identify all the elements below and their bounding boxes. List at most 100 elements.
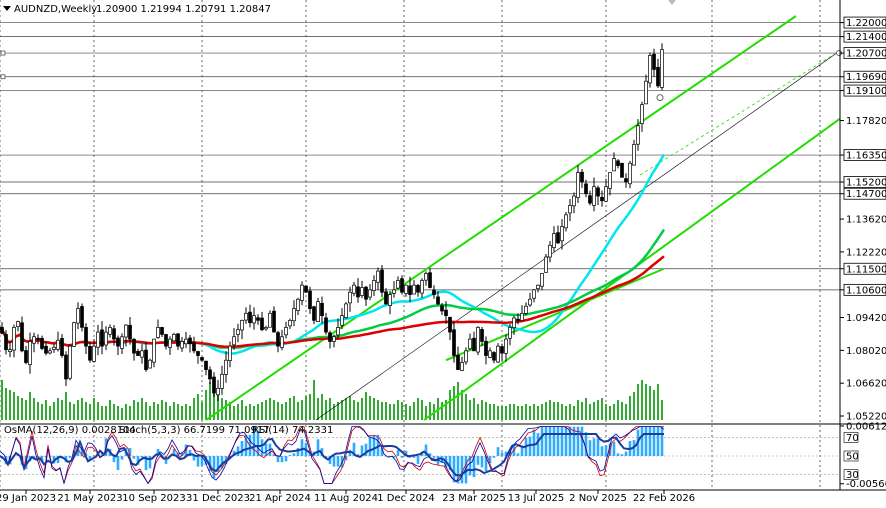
osma-bar <box>164 456 168 464</box>
osma-bar <box>488 456 492 464</box>
volume-bar <box>109 400 111 420</box>
volume-bar <box>273 400 275 420</box>
osma-bar <box>432 456 436 458</box>
volume-bar <box>565 406 567 420</box>
candle-body <box>556 232 560 244</box>
volume-bar <box>449 390 451 420</box>
price-tick-label: 1.08020 <box>846 346 886 357</box>
price-tick-label: 1.10600 <box>846 285 886 296</box>
volume-bar <box>489 404 491 420</box>
candle-body <box>448 316 452 333</box>
osma-bar <box>212 456 216 479</box>
price-tick-label: 1.05220 <box>846 412 886 423</box>
osma-bar <box>456 456 460 484</box>
price-tick-label: 1.11500 <box>846 264 886 275</box>
candle-body <box>248 311 252 324</box>
candle-body <box>144 349 148 370</box>
candle-body <box>68 345 72 379</box>
volume-bar <box>649 386 651 420</box>
volume-bar <box>209 382 211 420</box>
candle-body <box>632 144 636 166</box>
candle-body <box>260 317 264 331</box>
volume-bar <box>69 402 71 420</box>
candle-body <box>444 309 448 317</box>
candle-body <box>316 301 320 322</box>
candle-body <box>440 305 444 312</box>
osma-bar <box>532 429 536 456</box>
median-line <box>315 50 841 421</box>
osma-bar <box>56 456 60 464</box>
candle-body <box>80 306 84 328</box>
volume-bar <box>509 404 511 420</box>
osma-bar <box>428 453 432 456</box>
candle-body <box>8 349 12 352</box>
volume-bar <box>373 398 375 420</box>
level-anchor-marker <box>0 74 6 80</box>
candle-body <box>520 312 524 321</box>
osma-bar <box>144 456 148 471</box>
osma-bar <box>416 456 420 464</box>
candle-body <box>652 53 656 70</box>
volume-bar <box>153 402 155 420</box>
candle-body <box>648 55 652 84</box>
volume-bar <box>493 404 495 420</box>
price-tick-label: 1.09420 <box>846 313 886 324</box>
candle-body <box>600 196 604 202</box>
candle-body <box>24 350 28 363</box>
volume-bar <box>645 384 647 420</box>
candle-body <box>196 351 200 356</box>
price-tick-label: 1.16350 <box>846 151 886 162</box>
candle-body <box>508 327 512 339</box>
volume-bar <box>297 402 299 420</box>
time-tick-label: 21 Apr 2024 <box>249 493 311 504</box>
candle-body <box>104 331 108 346</box>
volume-bar <box>177 404 179 420</box>
candle-body <box>56 339 60 350</box>
volume-bar <box>337 402 339 420</box>
volume-bar <box>357 402 359 420</box>
volume-bar <box>125 404 127 420</box>
osma-bar <box>132 456 136 459</box>
price-label-box <box>843 149 886 161</box>
volume-bar <box>113 404 115 420</box>
volume-bar <box>617 400 619 420</box>
volume-bar <box>137 402 139 420</box>
chart-shift-icon[interactable] <box>668 0 676 5</box>
candle-body <box>576 172 580 198</box>
time-tick-label: 29 Jan 2023 <box>0 493 56 504</box>
osma-bar <box>572 426 576 456</box>
volume-bar <box>365 392 367 420</box>
osma-bar <box>220 456 224 469</box>
price-tick-label: 1.20700 <box>846 49 886 60</box>
candle-body <box>304 285 308 293</box>
volume-bar <box>101 406 103 420</box>
osma-bar <box>468 456 472 476</box>
volume-bar <box>157 404 159 420</box>
osma-bar <box>332 456 336 467</box>
volume-bar <box>541 404 543 420</box>
volume-bar <box>581 402 583 420</box>
candle-body <box>472 337 476 352</box>
volume-bar <box>217 394 219 420</box>
candle-body <box>140 350 144 358</box>
osma-bar <box>244 434 248 456</box>
volume-bar <box>161 400 163 420</box>
candle-body <box>484 340 488 356</box>
volume-bar <box>261 402 263 420</box>
candle-body <box>612 158 616 172</box>
volume-bar <box>57 398 59 420</box>
volume-bar <box>141 398 143 420</box>
price-label-box <box>843 30 886 43</box>
time-tick-label: 10 Sep 2023 <box>122 493 185 504</box>
volume-bar <box>241 400 243 420</box>
volume-bar <box>285 402 287 420</box>
dropdown-arrow-icon[interactable] <box>3 6 11 11</box>
osma-bar <box>404 450 408 456</box>
osma-bar <box>564 426 568 456</box>
volume-bar <box>569 404 571 420</box>
osma-bar <box>640 426 644 456</box>
candle-body <box>244 312 248 321</box>
volume-bar <box>425 406 427 420</box>
time-tick-label: 23 Mar 2025 <box>442 493 505 504</box>
